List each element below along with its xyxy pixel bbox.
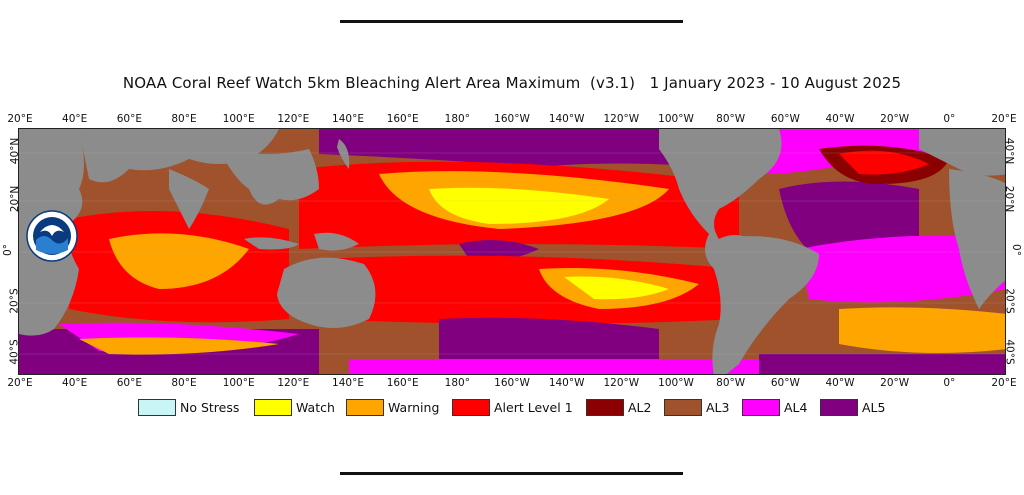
south-pacific-watch: [564, 276, 669, 300]
legend-swatch: [664, 398, 702, 416]
south-atlantic-warning: [839, 307, 1005, 353]
bottom-longitude-tick: 40°W: [825, 377, 855, 389]
bottom-longitude-tick: 160°W: [494, 377, 530, 389]
ocean-layer: [19, 129, 1005, 374]
bottom-longitude-tick: 60°W: [770, 377, 800, 389]
new-guinea-land: [314, 232, 359, 251]
top-longitude-tick: 100°E: [222, 113, 255, 125]
map-title: NOAA Coral Reef Watch 5km Bleaching Aler…: [122, 74, 902, 92]
australia-land: [277, 257, 376, 328]
bottom-longitude-tick: 80°W: [716, 377, 746, 389]
legend-item: Watch: [254, 397, 335, 417]
south-america-land: [719, 236, 819, 374]
legend-swatch: [452, 398, 490, 416]
legend-swatch: [586, 398, 624, 416]
legend-label: AL5: [862, 399, 886, 415]
bottom-longitude-tick: 80°E: [171, 377, 197, 389]
left-latitude-tick: 0°: [1, 244, 14, 256]
china-land: [219, 149, 319, 205]
legend-swatch: [138, 398, 176, 416]
top-longitude-tick: 160°E: [386, 113, 419, 125]
indian-warning: [109, 233, 249, 289]
legend-item: AL4: [742, 397, 807, 417]
bottom-longitude-tick: 100°W: [658, 377, 694, 389]
india-land: [169, 169, 209, 229]
top-longitude-tick: 120°W: [603, 113, 640, 125]
eurasia-land: [79, 129, 279, 183]
legend-label: No Stress: [180, 399, 240, 415]
top-longitude-tick: 180°: [444, 113, 470, 125]
top-longitude-tick: 20°E: [991, 113, 1017, 125]
top-longitude-tick: 80°E: [171, 113, 197, 125]
bottom-longitude-tick: 100°E: [222, 377, 255, 389]
top-longitude-tick: 140°W: [548, 113, 585, 125]
bottom-longitude-tick: 60°E: [116, 377, 142, 389]
bleaching-alert-map: [18, 128, 1006, 375]
top-longitude-tick: 80°W: [716, 113, 746, 125]
legend-item: AL2: [586, 397, 651, 417]
bottom-longitude-tick: 140°E: [332, 377, 364, 389]
map-canvas: [19, 129, 1005, 374]
legend-swatch: [820, 398, 858, 416]
right-latitude-tick: 0°: [1010, 244, 1023, 256]
legend-swatch: [254, 398, 292, 416]
bottom-longitude-tick: 20°E: [7, 377, 33, 389]
top-longitude-tick: 40°E: [62, 113, 88, 125]
bottom-longitude-tick: 20°E: [991, 377, 1017, 389]
africa-east-land: [949, 169, 1005, 309]
land-layer: [19, 129, 1005, 374]
south-pacific-al5: [439, 317, 659, 366]
bottom-longitude-tick: 120°W: [603, 377, 640, 389]
top-longitude-tick: 40°W: [825, 113, 855, 125]
bottom-longitude-tick: 120°E: [277, 377, 310, 389]
bottom-longitude-tick: 140°W: [548, 377, 585, 389]
top-longitude-tick: 140°E: [332, 113, 364, 125]
legend-swatch: [742, 398, 780, 416]
bottom-longitude-tick: 180°: [444, 377, 470, 389]
indonesia-land: [244, 237, 299, 250]
bottom-longitude-tick: 20°W: [880, 377, 910, 389]
bottom-longitude-tick: 160°E: [386, 377, 419, 389]
legend-label: AL4: [784, 399, 808, 415]
europe-land: [919, 129, 1005, 176]
legend-label: Watch: [296, 399, 335, 415]
north-atlantic-al1: [839, 150, 929, 175]
top-longitude-tick: 60°W: [770, 113, 800, 125]
legend-item: AL3: [664, 397, 729, 417]
legend-item: Warning: [346, 397, 439, 417]
legend-label: Warning: [388, 399, 440, 415]
top-rule: [340, 20, 683, 23]
north-pacific-al5: [319, 129, 739, 169]
legend-item: No Stress: [138, 397, 239, 417]
pacific-watch: [429, 187, 609, 224]
legend: No Stress Watch Warning Alert Level 1 AL2 AL3…: [0, 397, 1024, 419]
top-longitude-tick: 160°W: [494, 113, 530, 125]
far-south-al4: [349, 359, 759, 374]
bottom-longitude-tick: 40°E: [62, 377, 88, 389]
legend-label: AL3: [706, 399, 730, 415]
south-atlantic-al4: [799, 235, 1005, 303]
equatorial-al5: [459, 240, 539, 261]
southern-indian-warning: [79, 337, 279, 355]
legend-label: AL2: [628, 399, 652, 415]
top-longitude-tick: 20°W: [880, 113, 910, 125]
bottom-longitude-tick: 0°: [943, 377, 956, 389]
top-longitude-tick: 100°W: [658, 113, 694, 125]
legend-item: AL5: [820, 397, 885, 417]
south-atlantic-al5: [759, 354, 1005, 374]
top-longitude-tick: 120°E: [277, 113, 310, 125]
legend-item: Alert Level 1: [452, 397, 573, 417]
top-longitude-tick: 0°: [943, 113, 956, 125]
top-longitude-tick: 60°E: [116, 113, 142, 125]
legend-swatch: [346, 398, 384, 416]
bottom-rule: [340, 472, 683, 475]
graticule: [19, 152, 1005, 355]
top-longitude-tick: 20°E: [7, 113, 33, 125]
japan-land: [337, 139, 350, 169]
legend-label: Alert Level 1: [494, 399, 573, 415]
noaa-logo: [26, 210, 78, 262]
